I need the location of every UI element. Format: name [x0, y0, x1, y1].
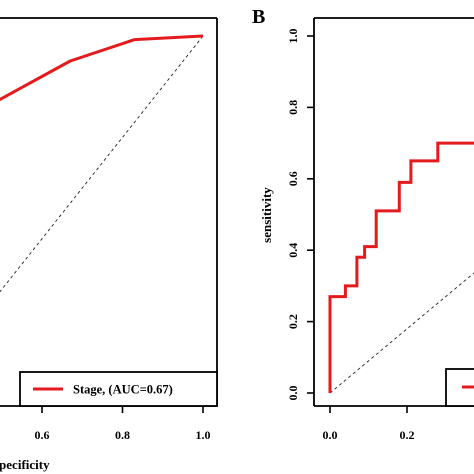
panel-b-y-axis-label: sensitivity: [259, 187, 274, 243]
panel-a-x-tick-label: 0.6: [35, 428, 50, 442]
panel-a-x-tick-label: 0.8: [115, 428, 130, 442]
panel-a-roc-curve: [0, 34, 204, 102]
panel-a-x-axis: 0.6 0.8 1.0: [35, 406, 211, 442]
panel-b-diagonal: [329, 272, 474, 394]
panel-b-x-tick-label: 0.0: [323, 428, 338, 442]
panel-a-legend-label: Stage, (AUC=0.67): [73, 383, 173, 397]
panel-b-y-axis: 0.0 0.2 0.4 0.6 0.8 1.0: [286, 29, 314, 401]
panel-b-y-tick-label: 1.0: [286, 29, 300, 44]
panel-b-x-tick-label: 0.2: [400, 428, 415, 442]
panel-a: Stage, (AUC=0.67) 0.6 0.8 1.0 specificity: [0, 17, 218, 472]
panel-b: B 0.0 0.2 0.4 0.6 0.8 1.0 0.0 0.2 sensitivity: [252, 6, 474, 442]
panel-b-y-tick-label: 0.0: [286, 386, 300, 401]
panel-b-y-tick-label: 0.4: [286, 243, 300, 258]
panel-b-y-tick-label: 0.2: [286, 314, 300, 329]
panel-b-x-axis: 0.0 0.2: [323, 406, 415, 442]
panel-b-label: B: [252, 6, 265, 28]
panel-a-x-tick-label: 1.0: [196, 428, 211, 442]
panel-a-diagonal: [0, 35, 204, 293]
panel-a-x-axis-label: specificity: [0, 457, 50, 472]
panel-b-roc-curve: [328, 141, 474, 393]
panel-b-y-tick-label: 0.6: [286, 171, 300, 186]
panel-b-y-tick-label: 0.8: [286, 100, 300, 115]
